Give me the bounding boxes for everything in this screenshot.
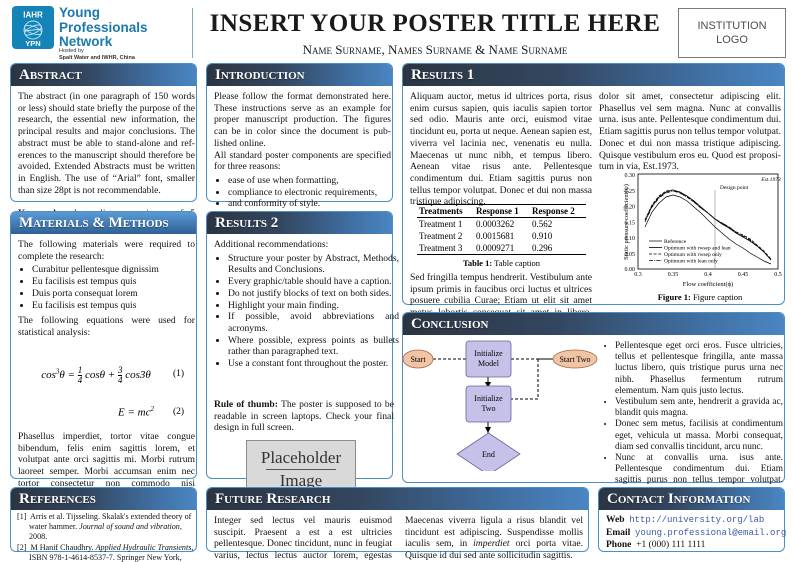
svg-text:Reference: Reference xyxy=(664,238,687,245)
svg-text:Est.1973: Est.1973 xyxy=(760,177,781,183)
svg-text:Start Two: Start Two xyxy=(559,355,590,364)
svg-text:Model: Model xyxy=(478,359,500,368)
svg-text:Two: Two xyxy=(481,404,495,413)
svg-text:Design point: Design point xyxy=(720,185,749,191)
svg-text:0.30: 0.30 xyxy=(625,173,636,179)
svg-text:Initialize: Initialize xyxy=(474,394,503,403)
svg-text:0.45: 0.45 xyxy=(738,272,749,278)
svg-text:Optimum with rwsep and lean: Optimum with rwsep and lean xyxy=(664,246,731,252)
svg-text:0.35: 0.35 xyxy=(668,272,679,278)
svg-text:Initialize: Initialize xyxy=(474,349,503,358)
svg-text:IAHR: IAHR xyxy=(23,11,43,20)
svg-text:YPN: YPN xyxy=(25,39,40,48)
svg-text:Static pressure coefficient(ψ): Static pressure coefficient(ψ) xyxy=(623,184,630,260)
svg-text:Optimum with rwsep only: Optimum with rwsep only xyxy=(664,252,722,258)
svg-text:Start: Start xyxy=(410,355,426,364)
svg-text:Optimum with lean only: Optimum with lean only xyxy=(664,259,718,265)
svg-text:0.4: 0.4 xyxy=(704,272,712,278)
svg-text:0.5: 0.5 xyxy=(774,272,782,278)
svg-text:0.3: 0.3 xyxy=(634,272,642,278)
svg-text:Flow coefficient(ϕ): Flow coefficient(ϕ) xyxy=(683,281,733,288)
svg-text:End: End xyxy=(482,450,495,459)
